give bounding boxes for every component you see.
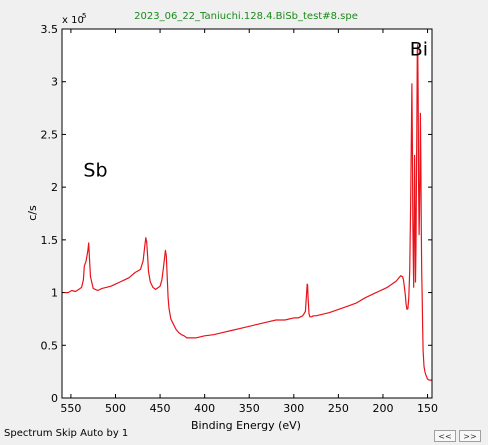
plot-area bbox=[62, 29, 432, 398]
x-tick-label: 250 bbox=[328, 402, 349, 415]
status-text: Spectrum Skip Auto by 1 bbox=[4, 428, 129, 439]
x-axis-label: Binding Energy (eV) bbox=[191, 419, 301, 432]
y-tick-label: 1 bbox=[51, 287, 58, 300]
y-tick-label: 0 bbox=[51, 392, 58, 405]
spectrum-line bbox=[64, 44, 432, 381]
x-tick-label: 500 bbox=[105, 402, 126, 415]
y-tick-label: 3.5 bbox=[41, 23, 59, 36]
x-tick-label: 150 bbox=[417, 402, 438, 415]
y-tick-label: 2.5 bbox=[41, 128, 59, 141]
x-tick-label: 300 bbox=[283, 402, 304, 415]
y-tick-label: 2 bbox=[51, 181, 58, 194]
peak-annotation-bi: Bi bbox=[410, 38, 428, 60]
x-tick-label: 350 bbox=[239, 402, 260, 415]
x-tick-label: 200 bbox=[372, 402, 393, 415]
y-tick-label: 0.5 bbox=[41, 339, 59, 352]
y-tick-label: 3 bbox=[51, 76, 58, 89]
plot-frame bbox=[61, 28, 433, 399]
peak-annotation-sb: Sb bbox=[83, 160, 107, 182]
next-spectrum-button[interactable]: >> bbox=[459, 430, 481, 442]
x-tick-label: 450 bbox=[150, 402, 171, 415]
y-axis-label: c/s bbox=[26, 205, 39, 221]
y-multiplier-label: x 10 bbox=[62, 15, 84, 26]
x-tick-label: 400 bbox=[194, 402, 215, 415]
y-tick-label: 1.5 bbox=[41, 234, 59, 247]
chart-title: 2023_06_22_Taniuchi.128.4.BiSb_test#8.sp… bbox=[134, 11, 358, 22]
x-tick-label: 550 bbox=[60, 402, 81, 415]
previous-spectrum-button[interactable]: << bbox=[434, 430, 456, 442]
y-multiplier-exponent: 5 bbox=[82, 12, 86, 20]
